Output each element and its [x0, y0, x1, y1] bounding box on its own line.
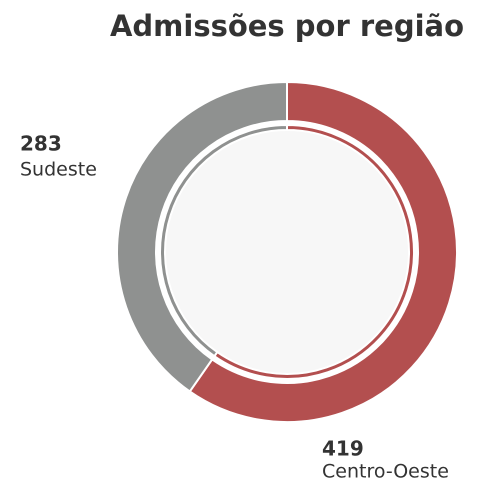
category-label: Centro-Oeste: [322, 461, 449, 483]
donut-segment: [116, 80, 288, 393]
inner-ring-segment: [159, 123, 288, 358]
donut-hole: [165, 130, 409, 374]
chart-title: Admissões por região: [110, 9, 464, 43]
donut-segment: [188, 80, 458, 423]
category-label: Sudeste: [20, 159, 97, 181]
value-label: 419: [322, 437, 364, 461]
value-label: 283: [20, 132, 62, 156]
